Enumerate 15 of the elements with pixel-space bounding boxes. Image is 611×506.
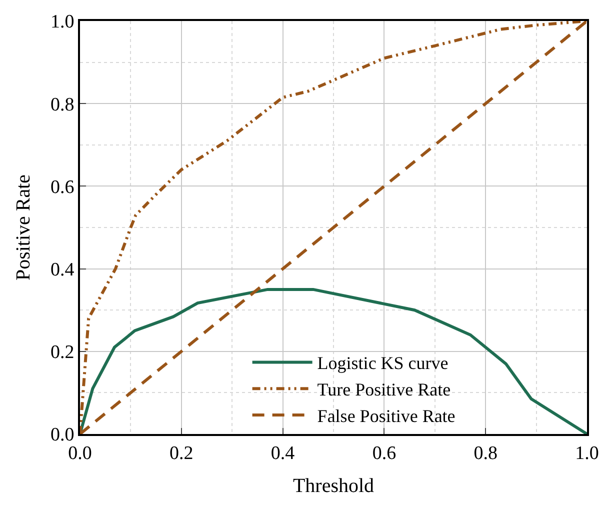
y-tick-label: 0.4 bbox=[50, 259, 75, 280]
y-tick-label: 0.6 bbox=[50, 176, 74, 198]
y-axis-title: Positive Rate bbox=[12, 174, 34, 281]
y-tick-label: 0.2 bbox=[50, 342, 74, 364]
x-tick-label: 0.8 bbox=[474, 442, 498, 464]
y-tick-label: 0.8 bbox=[50, 94, 74, 116]
x-tick-label: 1.0 bbox=[575, 442, 599, 464]
y-tick-label: 1.0 bbox=[50, 12, 74, 33]
x-tick-label: 0.2 bbox=[170, 442, 194, 464]
x-tick-label: 0.6 bbox=[372, 442, 396, 464]
legend-label: Logistic KS curve bbox=[317, 353, 448, 374]
x-axis-title: Threshold bbox=[292, 474, 374, 497]
legend-label: False Positive Rate bbox=[317, 406, 456, 426]
legend-label: Ture Positive Rate bbox=[317, 380, 451, 400]
x-tick-label: 0.4 bbox=[270, 442, 296, 464]
